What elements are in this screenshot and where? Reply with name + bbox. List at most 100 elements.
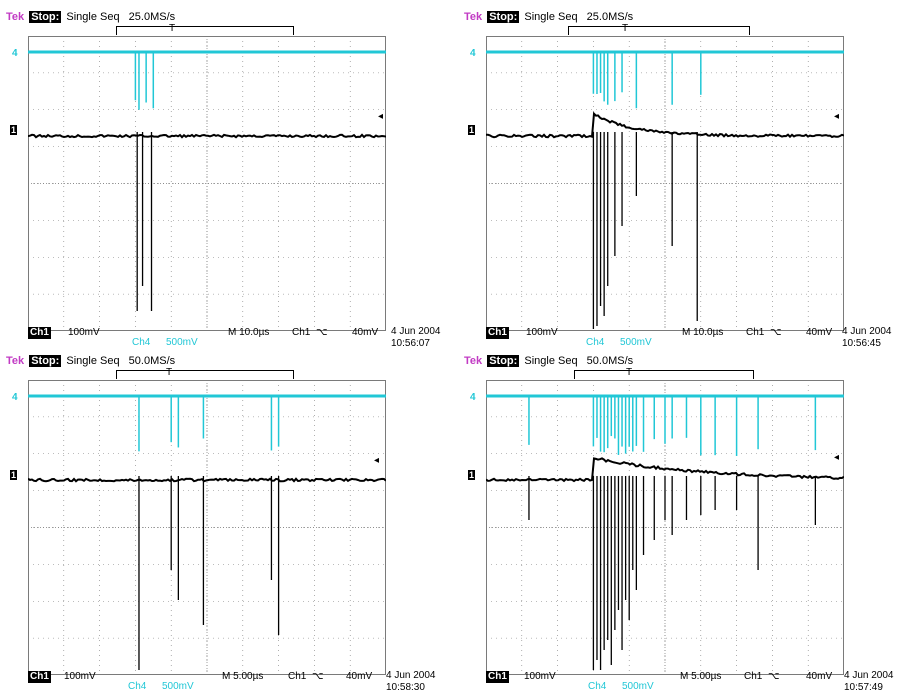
brand-label: Tek <box>6 355 25 367</box>
state-badge: Stop: <box>487 355 520 367</box>
ch1-scale: 100mV <box>64 671 96 682</box>
trigger-level: 40mV <box>346 671 373 682</box>
sample-rate: 50.0MS/s <box>586 355 634 367</box>
date-label: 4 Jun 2004 <box>842 326 892 337</box>
record-position-bar <box>116 370 294 379</box>
date-label: 4 Jun 2004 <box>386 670 436 681</box>
ch1-trace <box>486 111 844 139</box>
ch4-label: Ch4 <box>128 681 147 692</box>
acq-mode: Single Seq <box>524 355 578 367</box>
timestamp: 4 Jun 2004 10:57:49 <box>844 670 894 694</box>
date-label: 4 Jun 2004 <box>844 670 894 681</box>
ch4-label: Ch4 <box>586 337 605 348</box>
timebase: M 5.00µs <box>680 671 722 682</box>
ch4-ground-marker: 4 <box>470 48 476 59</box>
time-label: 10:56:45 <box>842 338 881 349</box>
waveform-display <box>28 380 386 675</box>
ch4-scale: 500mV <box>622 681 654 692</box>
date-label: 4 Jun 2004 <box>391 326 441 337</box>
scope-header: Tek Stop: Single Seq 25.0MS/s <box>464 10 633 24</box>
ch1-scale: 100mV <box>68 327 100 338</box>
scope-panel-3: Tek Stop: Single Seq 50.0MS/s T 4 1 ◂ Ch… <box>4 352 454 697</box>
trigger-level: 40mV <box>806 327 833 338</box>
timestamp: 4 Jun 2004 10:56:07 <box>391 326 441 350</box>
ch4-scale: 500mV <box>162 681 194 692</box>
timebase: M 5.00µs <box>222 671 264 682</box>
record-position-bar <box>116 26 294 35</box>
ch4-label: Ch4 <box>132 337 151 348</box>
scope-footer: Ch1 100mV Ch4 500mV M 10.0µs Ch1 ⌥ 40mV <box>6 327 454 348</box>
ch1-ground-marker: 1 <box>468 125 476 135</box>
ch1-trace <box>486 457 844 483</box>
trigger-position-marker: T <box>622 23 629 34</box>
trigger-level-arrow: ◂ <box>378 111 384 122</box>
trigger-position-marker: T <box>626 367 633 378</box>
ch1-label: Ch1 <box>486 327 509 339</box>
scope-header: Tek Stop: Single Seq 50.0MS/s <box>6 354 175 368</box>
ch1-label: Ch1 <box>28 671 51 683</box>
scope-footer: Ch1 100mV Ch4 500mV M 5.00µs Ch1 ⌥ 40mV <box>6 671 454 692</box>
trigger-level-arrow: ◂ <box>374 455 380 466</box>
ch4-ground-marker: 4 <box>12 48 18 59</box>
sample-rate: 25.0MS/s <box>128 11 176 23</box>
graticule-svg <box>28 36 386 331</box>
timebase: M 10.0µs <box>682 327 724 338</box>
sample-rate: 25.0MS/s <box>586 11 634 23</box>
record-position-bar <box>568 26 750 35</box>
trigger-position-marker: T <box>169 23 176 34</box>
ch1-ground-marker: 1 <box>10 125 18 135</box>
acq-mode: Single Seq <box>524 11 578 23</box>
brand-label: Tek <box>464 355 483 367</box>
timestamp: 4 Jun 2004 10:56:45 <box>842 326 892 350</box>
trigger-slope-icon: ⌥ <box>312 671 324 682</box>
waveform-display <box>486 380 844 675</box>
trigger-level: 40mV <box>806 671 833 682</box>
brand-label: Tek <box>464 11 483 23</box>
ch4-ground-marker: 4 <box>470 392 476 403</box>
ch1-trace <box>28 133 386 139</box>
state-badge: Stop: <box>29 11 62 23</box>
time-label: 10:56:07 <box>391 338 430 349</box>
trigger-level: 40mV <box>352 327 379 338</box>
trigger-source: Ch1 <box>746 327 765 338</box>
scope-panel-4: Tek Stop: Single Seq 50.0MS/s T 4 1 ◂ Ch… <box>462 352 905 697</box>
scope-panel-2: Tek Stop: Single Seq 25.0MS/s T 4 1 ◂ Ch… <box>462 8 905 353</box>
record-position-bar <box>574 370 754 379</box>
timestamp: 4 Jun 2004 10:58:30 <box>386 670 436 694</box>
ch4-scale: 500mV <box>620 337 652 348</box>
ch1-ground-marker: 1 <box>10 470 18 480</box>
scope-footer: Ch1 100mV Ch4 500mV M 10.0µs Ch1 ⌥ 40mV <box>464 327 905 348</box>
waveform-display <box>486 36 844 331</box>
acq-mode: Single Seq <box>66 355 120 367</box>
time-label: 10:58:30 <box>386 682 425 693</box>
trigger-slope-icon: ⌥ <box>316 327 328 338</box>
ch4-ground-marker: 4 <box>12 392 18 403</box>
scope-panel-1: Tek Stop: Single Seq 25.0MS/s T 4 1 ◂ Ch… <box>4 8 454 353</box>
ch1-trace <box>28 477 386 483</box>
trigger-source: Ch1 <box>292 327 311 338</box>
ch1-label: Ch1 <box>28 327 51 339</box>
scope-header: Tek Stop: Single Seq 25.0MS/s <box>6 10 175 24</box>
timebase: M 10.0µs <box>228 327 270 338</box>
trigger-source: Ch1 <box>288 671 307 682</box>
trigger-position-marker: T <box>166 367 173 378</box>
acq-mode: Single Seq <box>66 11 120 23</box>
trigger-source: Ch1 <box>744 671 763 682</box>
trigger-level-arrow: ◂ <box>834 111 840 122</box>
trigger-level-arrow: ◂ <box>834 452 840 463</box>
graticule-svg <box>486 380 844 675</box>
waveform-display <box>28 36 386 331</box>
ch4-scale: 500mV <box>166 337 198 348</box>
sample-rate: 50.0MS/s <box>128 355 176 367</box>
time-label: 10:57:49 <box>844 682 883 693</box>
brand-label: Tek <box>6 11 25 23</box>
trigger-slope-icon: ⌥ <box>770 327 782 338</box>
trigger-slope-icon: ⌥ <box>768 671 780 682</box>
ch1-scale: 100mV <box>524 671 556 682</box>
ch4-label: Ch4 <box>588 681 607 692</box>
ch1-scale: 100mV <box>526 327 558 338</box>
scope-header: Tek Stop: Single Seq 50.0MS/s <box>464 354 633 368</box>
scope-footer: Ch1 100mV Ch4 500mV M 5.00µs Ch1 ⌥ 40mV <box>464 671 905 692</box>
ch1-label: Ch1 <box>486 671 509 683</box>
ch1-ground-marker: 1 <box>468 470 476 480</box>
